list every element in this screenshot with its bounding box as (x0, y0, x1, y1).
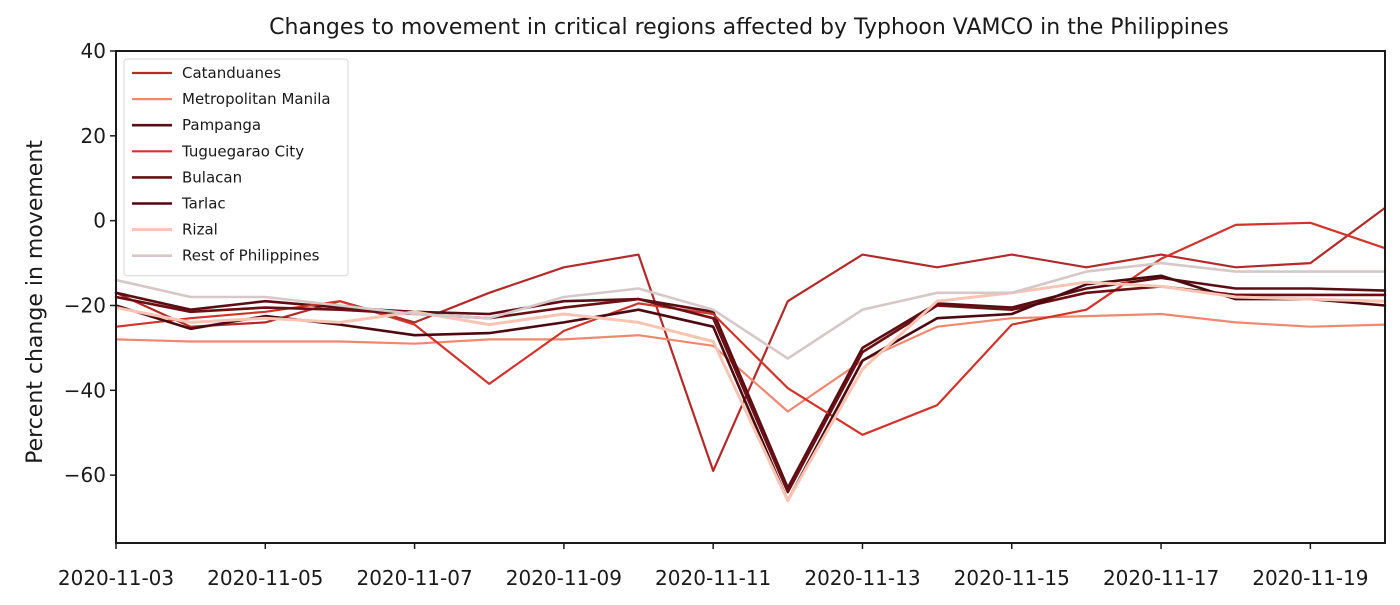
series-line-6 (114, 280, 1387, 503)
y-tick-label: 20 (81, 124, 106, 148)
x-tick-label: 2020-11-11 (655, 566, 771, 590)
legend-box (123, 58, 349, 277)
legend-label: Pampanga (182, 116, 261, 134)
series-line-1 (114, 312, 1387, 413)
legend-label: Tarlac (181, 195, 226, 213)
y-axis-ticks: 40 20 0 −20 −40 −60 (64, 39, 116, 487)
x-axis-ticks: 2020-11-03 2020-11-05 2020-11-07 2020-11-09… (58, 543, 1368, 590)
x-tick-label: 2020-11-09 (506, 566, 622, 590)
x-tick-label: 2020-11-19 (1252, 566, 1368, 590)
legend-label: Rizal (182, 221, 218, 239)
x-tick-label: 2020-11-15 (954, 566, 1070, 590)
plot-frame (115, 50, 1386, 544)
legend-label: Tuguegarao City (181, 142, 304, 160)
chart-title: Changes to movement in critical regions … (269, 15, 1229, 40)
legend-label: Bulacan (182, 168, 242, 186)
y-tick-label: −20 (64, 293, 106, 317)
legend: Catanduanes Metropolitan Manila Pampanga Tu… (123, 58, 349, 277)
x-tick-label: 2020-11-03 (58, 566, 174, 590)
series-line-7 (114, 261, 1387, 360)
x-tick-label: 2020-11-07 (356, 566, 472, 590)
legend-label: Metropolitan Manila (182, 90, 331, 108)
legend-label: Rest of Philippines (182, 247, 320, 265)
y-axis-label: Percent change in movement (23, 140, 48, 464)
y-tick-label: 0 (93, 209, 106, 233)
x-tick-label: 2020-11-05 (207, 566, 323, 590)
legend-label: Catanduanes (182, 64, 281, 82)
y-tick-label: −40 (64, 378, 106, 402)
y-tick-label: 40 (81, 39, 106, 63)
x-tick-label: 2020-11-17 (1103, 566, 1219, 590)
y-tick-label: −60 (64, 463, 106, 487)
plot-lines (114, 206, 1387, 503)
x-tick-label: 2020-11-13 (804, 566, 920, 590)
